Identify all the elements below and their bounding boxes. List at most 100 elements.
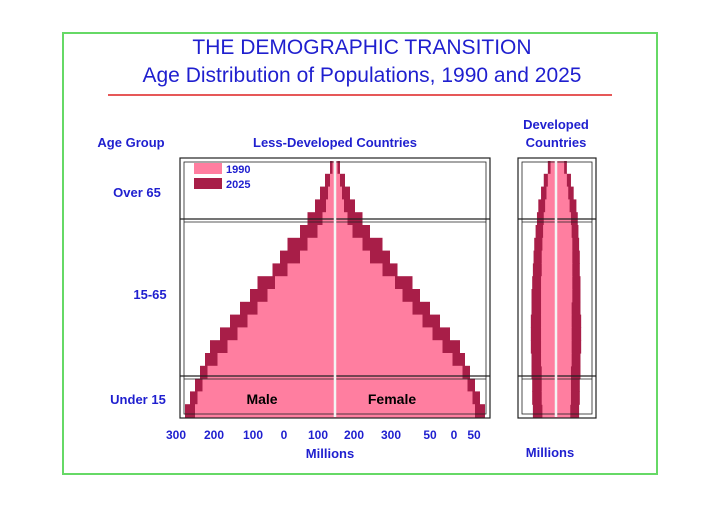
ldc-bar-female-1990-6 bbox=[335, 237, 363, 252]
ldc-bar-male-1990-18 bbox=[197, 391, 335, 405]
ldc-bar-female-1990-1 bbox=[335, 173, 340, 188]
dc-bar-male-1990-7 bbox=[541, 250, 556, 264]
dc-x-tick-2: 50 bbox=[467, 428, 481, 442]
dc-bar-female-1990-17 bbox=[556, 378, 571, 392]
ldc-bar-male-1990-15 bbox=[217, 353, 335, 367]
dc-bars bbox=[530, 161, 582, 418]
legend-swatch-2025 bbox=[194, 178, 222, 189]
dc-bar-female-1990-12 bbox=[556, 314, 572, 328]
dc-bar-female-1990-6 bbox=[556, 237, 573, 252]
dc-bar-female-1990-5 bbox=[556, 225, 572, 239]
ldc-bar-female-1990-15 bbox=[335, 353, 453, 367]
ldc-bar-male-1990-17 bbox=[202, 378, 335, 392]
dc-bar-female-1990-15 bbox=[556, 353, 572, 367]
dc-panel-title-line2: Countries bbox=[526, 135, 587, 150]
age-group-header: Age Group bbox=[97, 135, 164, 150]
dc-bar-male-1990-13 bbox=[541, 327, 556, 341]
ldc-bar-female-1990-8 bbox=[335, 263, 383, 277]
legend-label-1990: 1990 bbox=[226, 164, 250, 176]
ldc-panel-title: Less-Developed Countries bbox=[253, 135, 417, 150]
dc-bar-female-1990-19 bbox=[556, 404, 571, 418]
dc-panel-title-line1: Developed bbox=[523, 117, 589, 132]
ldc-x-tick-1: 200 bbox=[204, 428, 224, 442]
dc-bar-male-1990-6 bbox=[542, 237, 556, 252]
male-label: Male bbox=[246, 391, 277, 407]
ldc-x-tick-6: 300 bbox=[381, 428, 401, 442]
dc-bar-male-1990-18 bbox=[541, 391, 556, 405]
dc-x-tick-0: 50 bbox=[423, 428, 437, 442]
ldc-bar-female-1990-7 bbox=[335, 250, 370, 264]
ldc-x-tick-4: 100 bbox=[308, 428, 328, 442]
dc-bar-female-1990-0 bbox=[556, 161, 565, 175]
ldc-bar-female-1990-16 bbox=[335, 365, 463, 380]
dc-bar-female-1990-13 bbox=[556, 327, 572, 341]
overlay bbox=[333, 161, 558, 417]
ldc-bar-female-1990-10 bbox=[335, 289, 403, 303]
dc-bar-male-1990-0 bbox=[550, 161, 556, 175]
ldc-x-tick-3: 0 bbox=[281, 428, 288, 442]
ldc-x-tick-5: 200 bbox=[344, 428, 364, 442]
ldc-x-tick-0: 300 bbox=[166, 428, 186, 442]
dc-bar-female-1990-1 bbox=[556, 173, 567, 188]
ldc-bar-male-1990-16 bbox=[207, 365, 335, 380]
ldc-bar-female-1990-11 bbox=[335, 301, 413, 316]
ldc-x-unit: Millions bbox=[306, 446, 354, 461]
ldc-bar-female-1990-2 bbox=[335, 186, 342, 200]
ldc-bar-male-1990-12 bbox=[247, 314, 335, 328]
dc-bar-male-1990-1 bbox=[547, 173, 556, 188]
female-label: Female bbox=[368, 391, 416, 407]
ldc-bar-male-1990-9 bbox=[275, 276, 335, 290]
dc-bar-female-1990-2 bbox=[556, 186, 569, 200]
ldc-bar-female-1990-17 bbox=[335, 378, 468, 392]
dc-bar-male-1990-10 bbox=[541, 289, 556, 303]
legend: 1990 2025 bbox=[194, 163, 250, 191]
dc-bar-male-1990-15 bbox=[541, 353, 556, 367]
ldc-bar-male-1990-7 bbox=[300, 250, 335, 264]
ldc-bar-female-1990-18 bbox=[335, 391, 473, 405]
x-tick-labels: 300 200 100 0 100 200 300 50 0 50 bbox=[166, 428, 481, 442]
dc-bar-female-1990-16 bbox=[556, 365, 571, 380]
ldc-bar-female-1990-3 bbox=[335, 199, 344, 213]
legend-swatch-1990 bbox=[194, 163, 222, 174]
dc-bar-female-1990-14 bbox=[556, 340, 572, 354]
dc-x-tick-1: 0 bbox=[451, 428, 458, 442]
ldc-bar-female-1990-5 bbox=[335, 225, 353, 239]
age-label-over65: Over 65 bbox=[113, 185, 161, 200]
dc-bar-male-1990-11 bbox=[541, 301, 556, 316]
ldc-bar-male-1990-14 bbox=[227, 340, 335, 354]
dc-bar-male-1990-12 bbox=[541, 314, 556, 328]
dc-bar-female-1990-18 bbox=[556, 391, 571, 405]
age-label-15-65: 15-65 bbox=[133, 287, 166, 302]
dc-bar-female-1990-3 bbox=[556, 199, 570, 213]
ldc-bar-male-1990-6 bbox=[307, 237, 335, 252]
chart-subtitle: Age Distribution of Populations, 1990 an… bbox=[143, 64, 582, 87]
ldc-bar-male-1990-3 bbox=[326, 199, 335, 213]
ldc-bar-male-1990-13 bbox=[237, 327, 335, 341]
outer-frame bbox=[62, 32, 658, 475]
dc-bar-male-1990-5 bbox=[543, 225, 556, 239]
dc-bar-male-1990-19 bbox=[542, 404, 556, 418]
dc-bar-female-1990-7 bbox=[556, 250, 573, 264]
dc-bar-female-1990-8 bbox=[556, 263, 573, 277]
ldc-bar-female-1990-13 bbox=[335, 327, 433, 341]
dc-bar-male-1990-17 bbox=[541, 378, 556, 392]
ldc-bar-male-1990-1 bbox=[330, 173, 335, 188]
ldc-bar-male-1990-10 bbox=[267, 289, 335, 303]
dc-bar-male-1990-14 bbox=[541, 340, 556, 354]
ldc-bar-female-1990-9 bbox=[335, 276, 395, 290]
age-label-under15: Under 15 bbox=[110, 392, 166, 407]
dc-bar-female-1990-9 bbox=[556, 276, 573, 290]
ldc-bar-female-1990-14 bbox=[335, 340, 443, 354]
ldc-bar-female-1990-12 bbox=[335, 314, 423, 328]
ldc-bar-male-1990-8 bbox=[287, 263, 335, 277]
ldc-bar-male-1990-2 bbox=[328, 186, 335, 200]
legend-label-2025: 2025 bbox=[226, 179, 250, 191]
dc-x-unit: Millions bbox=[526, 445, 574, 460]
ldc-bar-male-1990-11 bbox=[257, 301, 335, 316]
dc-bar-male-1990-16 bbox=[541, 365, 556, 380]
chart-title: THE DEMOGRAPHIC TRANSITION bbox=[192, 36, 531, 59]
ldc-x-tick-2: 100 bbox=[243, 428, 263, 442]
dc-bar-male-1990-3 bbox=[545, 199, 556, 213]
dc-bar-female-1990-10 bbox=[556, 289, 573, 303]
